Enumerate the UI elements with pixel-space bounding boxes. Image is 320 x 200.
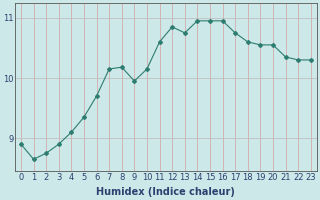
X-axis label: Humidex (Indice chaleur): Humidex (Indice chaleur) <box>96 187 235 197</box>
